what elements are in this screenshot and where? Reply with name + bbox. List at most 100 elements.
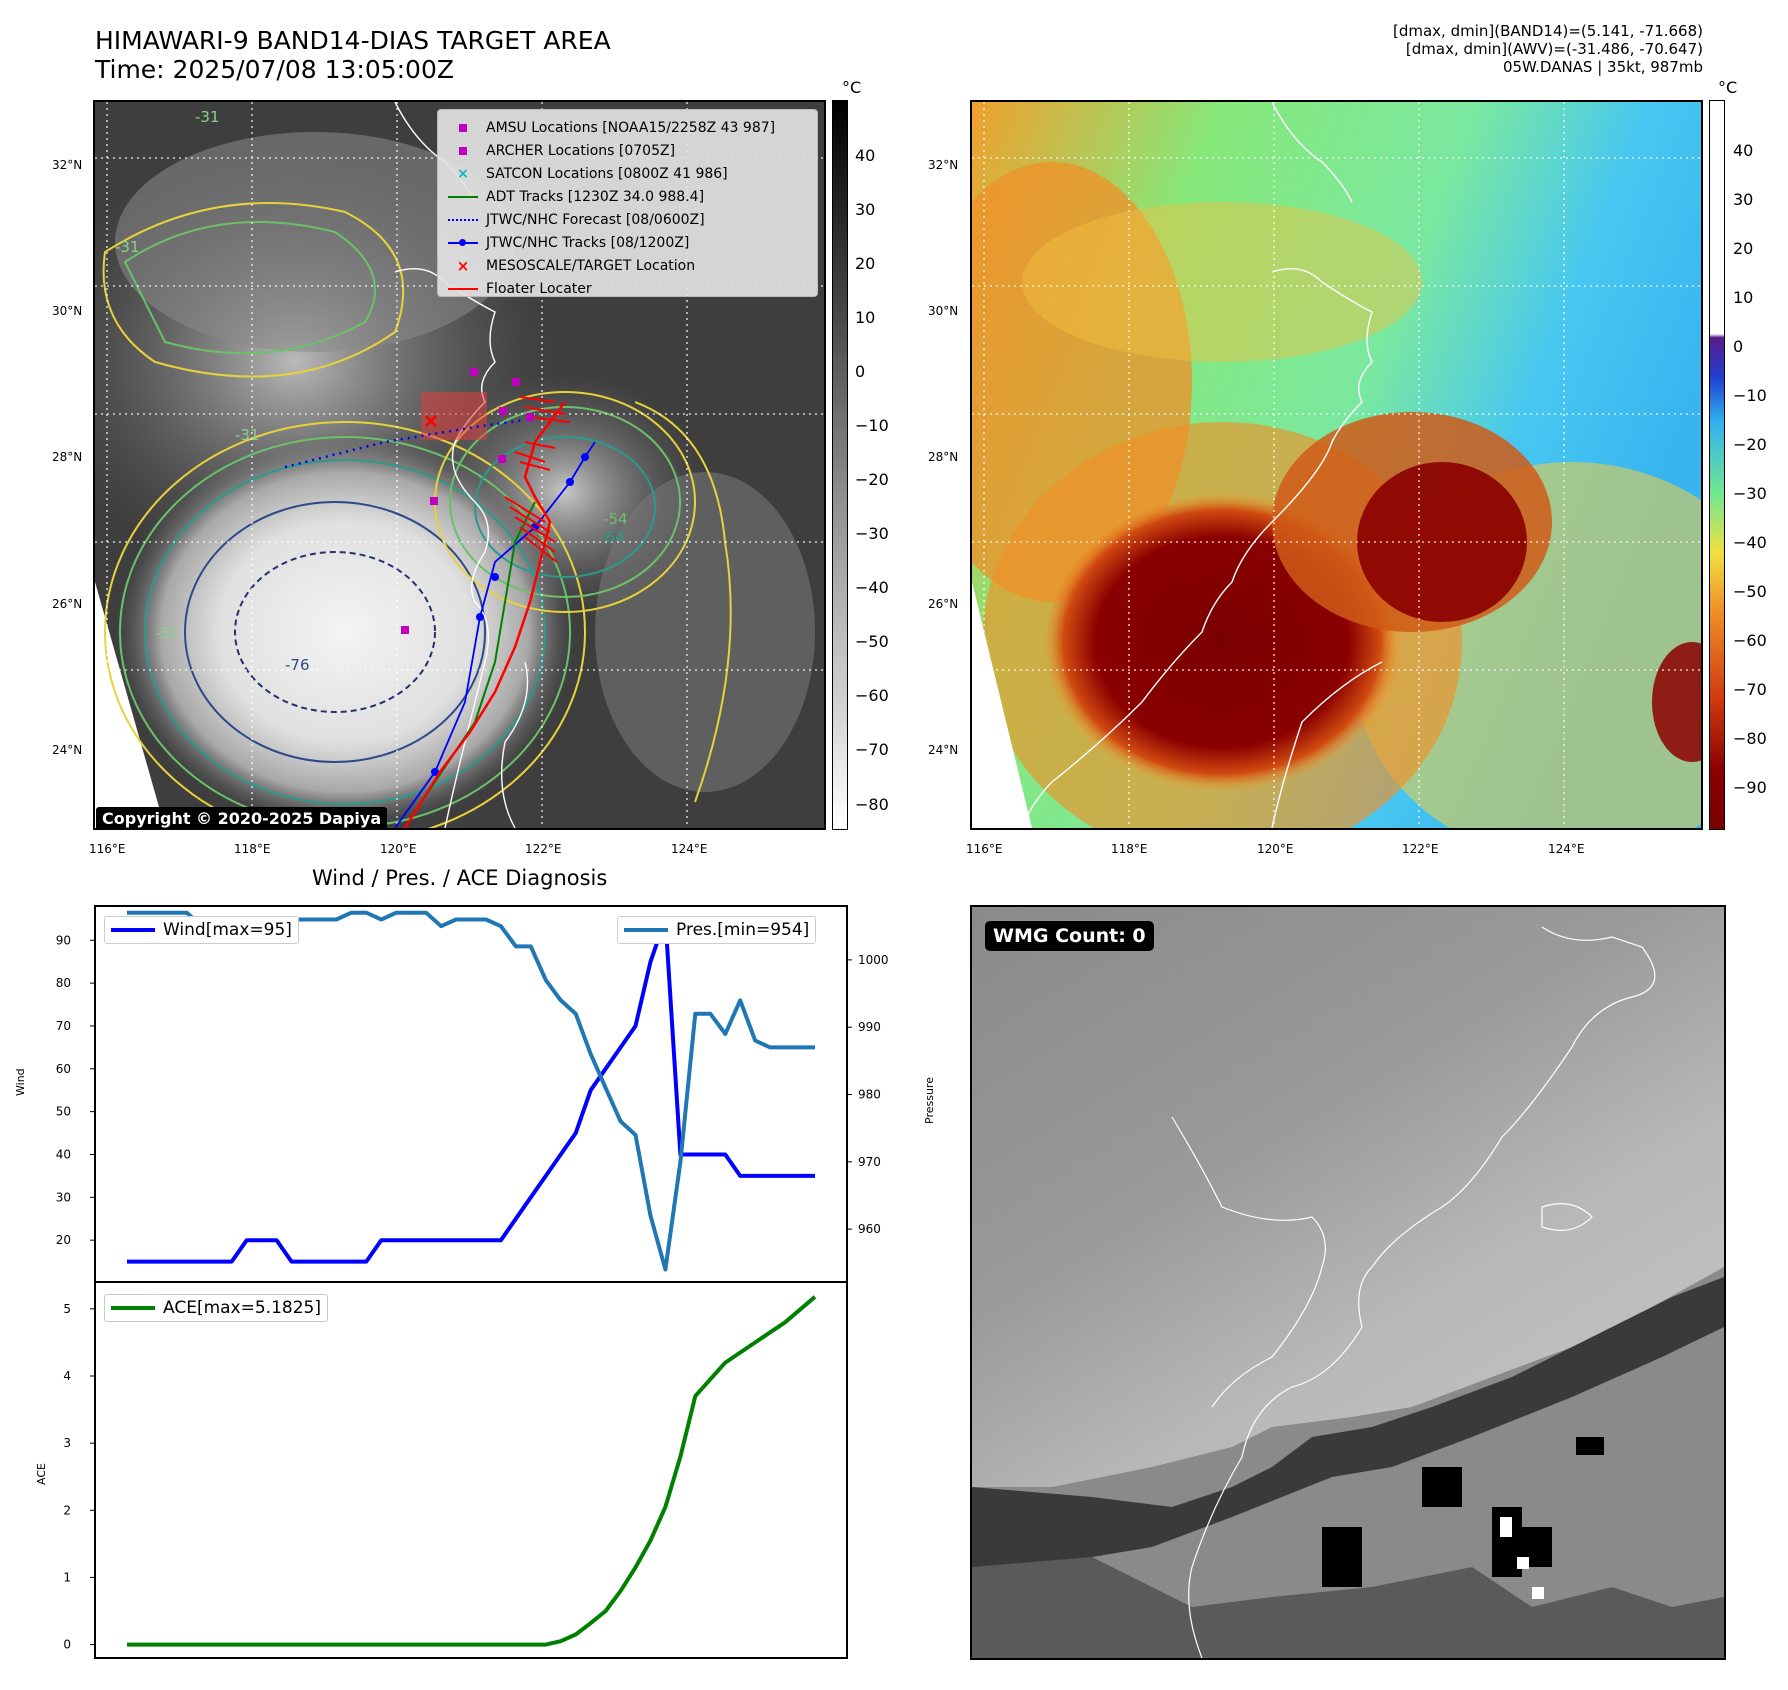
wmg-image (972, 907, 1724, 1658)
figure-title: HIMAWARI-9 BAND14-DIAS TARGET AREA Time:… (95, 26, 611, 84)
colorbar-tick: −40 (1733, 533, 1767, 552)
lat-label: 32°N (928, 158, 959, 172)
wind-legend: Wind[max=95] (104, 916, 299, 944)
colorbar-tick: −10 (1733, 386, 1767, 405)
contour-label: -31 (155, 624, 180, 642)
track-legend: AMSU Locations [NOAA15/2258Z 43 987] ARC… (437, 109, 818, 297)
storm-summary: 05W.DANAS | 35kt, 987mb (1502, 58, 1703, 76)
lon-label: 118°E (1111, 842, 1148, 856)
wind-line-icon (111, 928, 155, 932)
y-tick-label: 5 (63, 1302, 71, 1316)
y-tick-label: 1 (63, 1570, 71, 1584)
colorbar-tick: −30 (1733, 484, 1767, 503)
x-marker-icon: × (457, 165, 469, 182)
y2-tick-label: 990 (858, 1020, 881, 1034)
contour-label: -54 (603, 510, 628, 528)
ace-legend: ACE[max=5.1825] (104, 1294, 328, 1322)
line-marker-icon (446, 195, 480, 198)
pressure-legend: Pres.[min=954] (617, 916, 817, 944)
wind-pressure-chart: 20 30 40 50 60 70 80 90 960 970 980 990 1000 (56, 905, 889, 1284)
y-tick-label: 50 (56, 1105, 71, 1119)
contour-label: -76 (285, 656, 310, 674)
colorbar-tick: −90 (1733, 778, 1767, 797)
storm-info: [dmax, dmin](BAND14)=(5.141, -71.668) [d… (1393, 22, 1703, 76)
colorbar-tick: −50 (1733, 582, 1767, 601)
wmg-count-badge: WMG Count: 0 (985, 921, 1154, 951)
colorbar-tick: 40 (855, 146, 876, 165)
contour-label: -64 (600, 528, 625, 546)
colorbar-tick: 10 (855, 308, 876, 327)
colorbar-tick: −80 (855, 795, 889, 814)
wv-satellite-image (972, 102, 1701, 828)
ir-colorbar-unit: °C (842, 78, 862, 97)
chart-frame (94, 905, 848, 1284)
square-marker-icon (446, 123, 480, 132)
ace-line-icon (111, 1306, 155, 1310)
lat-label: 28°N (928, 450, 959, 464)
ace-chart: 0 1 2 3 4 5 (63, 1281, 848, 1659)
square-marker-icon (446, 146, 480, 155)
diagnosis-title: Wind / Pres. / ACE Diagnosis (312, 866, 608, 890)
y-tick-label: 2 (63, 1503, 71, 1517)
colorbar-tick: −60 (1733, 631, 1767, 650)
y-tick-label: 60 (56, 1062, 71, 1076)
lon-label: 120°E (380, 842, 417, 856)
colorbar-tick: −70 (1733, 680, 1767, 699)
wv-satellite-map[interactable] (970, 100, 1703, 830)
lon-label: 122°E (525, 842, 562, 856)
dotted-line-icon (446, 218, 480, 221)
line-marker-icon (446, 287, 480, 290)
colorbar-tick: −80 (1733, 729, 1767, 748)
wind-axis-label: Wind (14, 1068, 27, 1096)
lat-label: 30°N (52, 304, 83, 318)
y-tick-label: 90 (56, 933, 71, 947)
wv-colorbar-unit: °C (1718, 78, 1738, 97)
lat-label: 30°N (928, 304, 959, 318)
lat-label: 24°N (928, 743, 959, 757)
y2-tick-label: 980 (858, 1088, 881, 1102)
lat-label: 32°N (52, 158, 83, 172)
contour-label: -31 (195, 108, 220, 126)
colorbar-tick: −40 (855, 578, 889, 597)
y-tick-label: 4 (63, 1369, 71, 1383)
series-line-wind (127, 916, 815, 1264)
y-tick-label: 80 (56, 976, 71, 990)
lon-label: 116°E (89, 842, 126, 856)
line-dot-icon (446, 238, 480, 246)
colorbar-tick: 10 (1733, 288, 1754, 307)
colorbar-tick: 0 (855, 362, 866, 381)
legend-item-jtwc: JTWC/NHC Tracks [08/1200Z] (446, 231, 809, 254)
legend-item-floater: Floater Locater (446, 277, 809, 300)
colorbar-tick: −10 (855, 416, 889, 435)
title-line-1: HIMAWARI-9 BAND14-DIAS TARGET AREA (95, 26, 611, 55)
legend-item-archer: ARCHER Locations [0705Z] (446, 139, 809, 162)
lat-label: 26°N (928, 597, 959, 611)
lat-label: 24°N (52, 743, 83, 757)
lat-label: 28°N (52, 450, 83, 464)
legend-item-adt: ADT Tracks [1230Z 34.0 988.4] (446, 185, 809, 208)
y2-tick-label: 960 (858, 1222, 881, 1236)
colorbar-tick: −20 (855, 470, 889, 489)
copyright-label: Copyright © 2020-2025 Dapiya (96, 807, 388, 830)
colorbar-tick: 20 (855, 254, 876, 273)
legend-item-forecast: JTWC/NHC Forecast [08/0600Z] (446, 208, 809, 231)
x-marker-icon: × (456, 256, 470, 275)
colorbar-tick: 40 (1733, 141, 1754, 160)
lon-label: 116°E (966, 842, 1003, 856)
colorbar-tick: −20 (1733, 435, 1767, 454)
y-tick-label: 30 (56, 1190, 71, 1204)
lon-label: 124°E (671, 842, 708, 856)
lon-label: 124°E (1548, 842, 1585, 856)
legend-item-mesoscale: × MESOSCALE/TARGET Location (446, 254, 809, 277)
ir-colorbar (832, 100, 848, 830)
colorbar-tick: −50 (855, 632, 889, 651)
y-tick-label: 20 (56, 1233, 71, 1247)
y-tick-label: 0 (63, 1638, 71, 1652)
legend-item-satcon: × SATCON Locations [0800Z 41 986] (446, 162, 809, 185)
y-tick-label: 3 (63, 1436, 71, 1450)
chart-frame (94, 1281, 848, 1659)
colorbar-tick: 0 (1733, 337, 1744, 356)
wmg-panel[interactable] (970, 905, 1726, 1660)
lon-label: 122°E (1402, 842, 1439, 856)
band14-range: [dmax, dmin](BAND14)=(5.141, -71.668) (1392, 22, 1703, 40)
